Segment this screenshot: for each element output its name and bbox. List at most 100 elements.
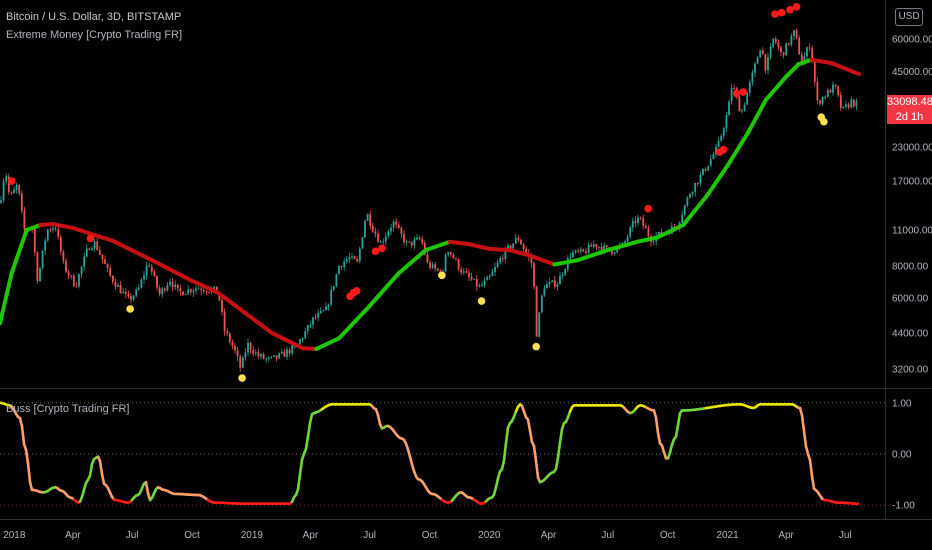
indicator-legend[interactable]: Extreme Money [Crypto Trading FR]: [6, 29, 183, 41]
candle-body: [403, 233, 405, 243]
candle-body: [192, 290, 195, 293]
osc-segment: [304, 435, 310, 451]
candle-body: [304, 331, 307, 339]
trend-segment: [829, 61, 861, 77]
candle-body: [429, 262, 431, 268]
candle-body: [455, 258, 457, 260]
candle-body: [348, 257, 351, 260]
candle-body: [111, 275, 114, 283]
candle-body: [793, 30, 795, 37]
candle-body: [239, 356, 242, 368]
candle-body: [345, 259, 348, 262]
trend-segment: [796, 57, 814, 67]
candle-body: [158, 287, 161, 295]
candle-body: [473, 278, 476, 280]
candle-body: [179, 288, 182, 292]
candle-body: [200, 288, 203, 291]
candle-body: [150, 266, 153, 272]
candle-body: [852, 99, 855, 107]
candle-body: [91, 248, 93, 250]
candle-body: [327, 304, 330, 307]
candle-body: [444, 254, 447, 272]
candle-body: [764, 53, 767, 71]
candle-body: [49, 229, 52, 231]
candle-body: [795, 30, 798, 38]
candle-body: [686, 197, 689, 206]
candle-body: [774, 38, 777, 43]
last-price-tag: 33098.48: [887, 95, 932, 110]
candle-body: [728, 101, 730, 116]
trend-segment: [655, 223, 686, 240]
candle-body: [2, 181, 5, 201]
candle-body: [80, 266, 83, 275]
candle-body: [530, 256, 533, 264]
osc-segment: [298, 458, 304, 476]
candle-body: [600, 246, 603, 252]
candle-body: [777, 42, 780, 48]
candle-body: [319, 310, 322, 314]
candle-body: [772, 38, 775, 47]
candle-body: [569, 257, 572, 259]
candle-body: [280, 351, 283, 354]
x-tick-label: Apr: [65, 530, 81, 541]
candle-body: [101, 254, 104, 260]
candle-body: [132, 295, 135, 300]
candle-body: [478, 285, 481, 287]
candle-body: [124, 292, 127, 294]
candle-body: [587, 244, 590, 254]
trend-segment: [784, 62, 801, 79]
candle-body: [657, 231, 660, 236]
top-signal-dot: [777, 8, 786, 17]
candle-body: [582, 249, 585, 252]
candle-body: [163, 288, 166, 291]
symbol-title[interactable]: Bitcoin / U.S. Dollar, 3D, BITSTAMP: [6, 11, 182, 23]
candle-body: [59, 236, 62, 252]
candle-body: [153, 271, 156, 277]
top-signal-dot: [644, 204, 652, 213]
trend-segment: [150, 258, 194, 283]
candle-body: [574, 250, 577, 253]
candle-body: [538, 312, 541, 337]
candle-body: [137, 287, 140, 290]
candle-body: [301, 338, 304, 340]
x-tick-label: Oct: [422, 530, 438, 541]
candle-body: [702, 168, 704, 175]
candle-body: [317, 313, 320, 318]
candle-body: [75, 286, 78, 288]
x-tick-label: Jul: [126, 530, 139, 541]
osc-segment: [24, 448, 30, 465]
price-tick-label: 60000.00: [892, 35, 932, 46]
price-tick-label: 45000.00: [892, 67, 932, 78]
osc-segment: [100, 472, 106, 486]
candle-body: [387, 231, 390, 237]
price-tick-label: 23000.00: [892, 143, 932, 154]
candle-body: [847, 104, 850, 108]
candle-body: [189, 289, 192, 293]
candle-body: [644, 225, 647, 229]
candle-body: [335, 274, 338, 287]
bottom-signal-dot: [126, 305, 134, 313]
candle-body: [392, 221, 395, 228]
bottom-signal-dot: [532, 342, 541, 351]
candle-body: [486, 276, 489, 281]
candle-body: [652, 241, 655, 243]
osc-segment: [88, 462, 94, 477]
candle-body: [533, 263, 535, 287]
candle-body: [416, 237, 418, 240]
trend-segment: [605, 239, 640, 253]
candle-body: [205, 291, 208, 293]
trend-segment: [367, 271, 401, 308]
candle-body: [195, 288, 197, 291]
currency-badge[interactable]: USD: [895, 8, 923, 26]
candle-body: [585, 251, 587, 254]
candle-body: [72, 275, 75, 287]
candle-body: [15, 184, 18, 190]
candle-body: [839, 94, 842, 109]
osc-segment: [376, 413, 382, 426]
oscillator-legend[interactable]: Buss [Crypto Trading FR]: [6, 403, 130, 415]
candle-body: [507, 245, 509, 249]
top-signal-dot: [771, 10, 779, 18]
trend-segment: [242, 310, 275, 336]
candle-body: [88, 248, 91, 250]
candle-body: [800, 54, 803, 65]
